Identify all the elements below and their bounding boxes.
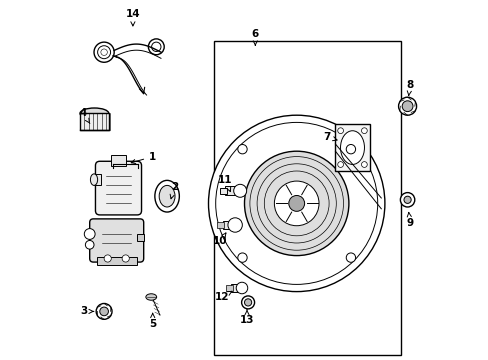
Text: 13: 13: [239, 310, 254, 325]
Text: 4: 4: [80, 108, 90, 123]
Circle shape: [337, 162, 343, 167]
Bar: [222, 221, 236, 229]
Circle shape: [346, 253, 355, 262]
Text: 2: 2: [170, 182, 178, 199]
Circle shape: [100, 307, 108, 316]
Bar: [80, 113, 108, 130]
Circle shape: [361, 128, 366, 134]
Bar: [224, 186, 241, 195]
Text: 7: 7: [323, 132, 336, 142]
Circle shape: [337, 128, 343, 134]
Circle shape: [104, 255, 111, 262]
Circle shape: [244, 151, 348, 256]
Circle shape: [274, 181, 318, 226]
Bar: [213, 41, 400, 355]
Circle shape: [403, 196, 410, 203]
Circle shape: [208, 115, 384, 292]
Circle shape: [227, 218, 242, 232]
Text: 9: 9: [406, 212, 413, 228]
Circle shape: [84, 229, 95, 239]
Circle shape: [361, 162, 366, 167]
Circle shape: [85, 240, 94, 249]
Text: 8: 8: [406, 80, 413, 95]
Ellipse shape: [80, 108, 108, 119]
Ellipse shape: [155, 180, 179, 212]
Ellipse shape: [159, 185, 175, 207]
Circle shape: [241, 296, 254, 309]
Text: 10: 10: [212, 233, 227, 246]
Bar: [110, 155, 126, 166]
Bar: [335, 124, 369, 171]
Bar: [217, 222, 223, 228]
Circle shape: [233, 184, 246, 197]
Circle shape: [346, 144, 355, 154]
Circle shape: [122, 255, 129, 262]
Circle shape: [236, 282, 247, 294]
Circle shape: [237, 144, 246, 154]
Circle shape: [401, 101, 412, 112]
Text: 6: 6: [251, 29, 258, 45]
FancyBboxPatch shape: [95, 161, 141, 215]
Ellipse shape: [90, 174, 98, 185]
Bar: [97, 257, 136, 265]
Bar: [94, 174, 101, 185]
Bar: [220, 188, 226, 194]
Ellipse shape: [145, 294, 156, 300]
Bar: [231, 284, 242, 292]
FancyBboxPatch shape: [89, 219, 143, 262]
Circle shape: [237, 253, 246, 262]
Ellipse shape: [340, 131, 364, 165]
Text: 12: 12: [214, 291, 231, 302]
Text: 1: 1: [131, 152, 156, 163]
Text: 5: 5: [149, 313, 156, 329]
Circle shape: [400, 193, 414, 207]
Bar: [136, 234, 143, 241]
Text: 3: 3: [81, 306, 93, 316]
Bar: [226, 285, 232, 291]
Circle shape: [398, 97, 416, 115]
Circle shape: [96, 303, 112, 319]
Text: 14: 14: [125, 9, 140, 26]
Circle shape: [288, 195, 304, 211]
Circle shape: [244, 299, 251, 306]
Text: 11: 11: [218, 175, 232, 192]
